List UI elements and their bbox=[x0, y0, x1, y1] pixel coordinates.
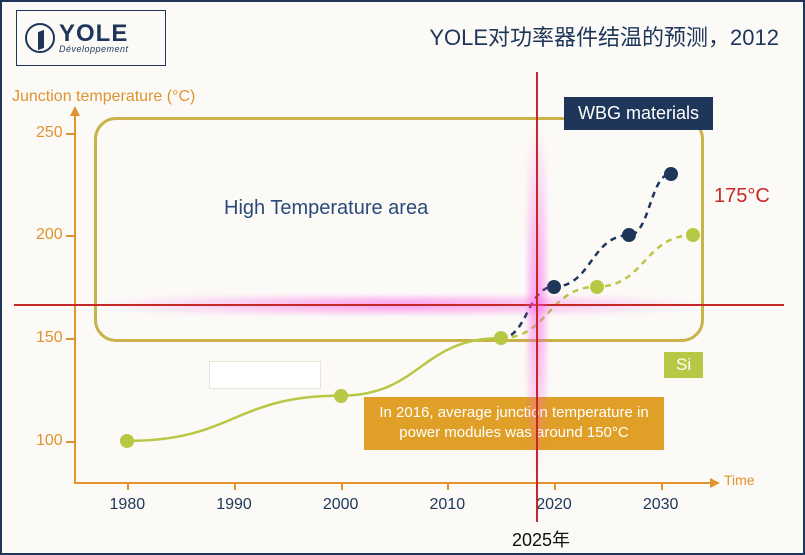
y-tick bbox=[66, 441, 74, 443]
chart-area: Time 198019902000201020202030 1001502002… bbox=[74, 112, 734, 512]
annot-2025: 2025年 bbox=[512, 526, 570, 552]
si-point bbox=[120, 434, 134, 448]
crosshair-horizontal bbox=[14, 300, 784, 310]
crosshair-vertical bbox=[532, 72, 542, 522]
wbg-point bbox=[664, 167, 678, 181]
y-tick bbox=[66, 235, 74, 237]
y-axis-label: Junction temperature (°C) bbox=[12, 88, 195, 106]
y-tick bbox=[66, 133, 74, 135]
si-point bbox=[494, 331, 508, 345]
annot-175c: 175°C bbox=[714, 185, 770, 208]
wbg-point bbox=[547, 280, 561, 294]
wbg-point bbox=[622, 228, 636, 242]
y-tick-label: 250 bbox=[36, 124, 63, 142]
si-point bbox=[590, 280, 604, 294]
logo-sub: Développement bbox=[59, 45, 129, 53]
logo-mark bbox=[25, 23, 55, 53]
y-tick-label: 100 bbox=[36, 432, 63, 450]
page-title: YOLE对功率器件结温的预测，2012 bbox=[429, 20, 779, 52]
y-tick bbox=[66, 338, 74, 340]
y-tick-label: 150 bbox=[36, 329, 63, 347]
logo-box: YOLE Développement bbox=[16, 10, 166, 66]
logo-brand: YOLE bbox=[59, 23, 129, 45]
si-point bbox=[686, 228, 700, 242]
si-point bbox=[334, 389, 348, 403]
logo-text: YOLE Développement bbox=[59, 23, 129, 53]
y-tick-label: 200 bbox=[36, 226, 63, 244]
